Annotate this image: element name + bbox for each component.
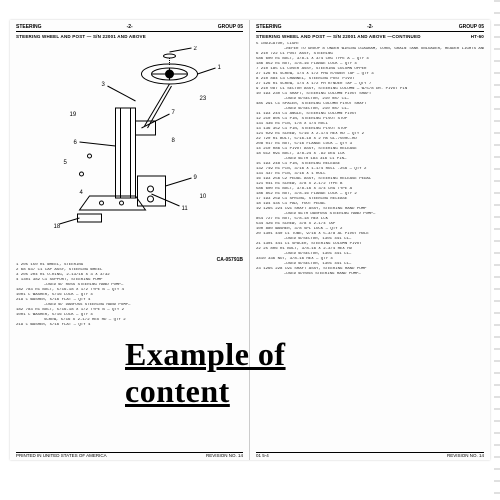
svg-text:6: 6 xyxy=(74,140,78,146)
header-group: GROUP 05 xyxy=(218,24,243,30)
header-model: HT-60 xyxy=(471,34,484,39)
left-parts-list: 1 205 150 R1 WHEEL, STEERING2 68 637 C1 … xyxy=(16,263,243,328)
column-header-right: STEERING -2- GROUP 05 xyxy=(256,24,484,32)
header-group: GROUP 05 xyxy=(459,24,484,30)
document-page: STEERING -2- GROUP 05 STEERING WHEEL AND… xyxy=(10,20,490,460)
subhead-right: STEERING WHEEL AND POST — S/N 22001 AND … xyxy=(256,34,421,39)
column-footer-right: 01 5-4 REVISION NO. 14 xyxy=(256,452,484,458)
subhead-left: STEERING WHEEL AND POST — S/N 22001 AND … xyxy=(16,34,243,39)
column-header-left: STEERING -2- GROUP 05 xyxy=(16,24,243,32)
svg-text:7: 7 xyxy=(172,110,176,116)
svg-text:9: 9 xyxy=(194,175,198,181)
page-container: STEERING -2- GROUP 05 STEERING WHEEL AND… xyxy=(0,0,500,500)
footer-rev: REVISION NO. 14 xyxy=(447,453,484,458)
svg-text:5: 5 xyxy=(64,160,68,166)
svg-text:8: 8 xyxy=(172,138,176,144)
right-column: STEERING -2- GROUP 05 STEERING WHEEL AND… xyxy=(250,20,490,460)
svg-text:1: 1 xyxy=(218,65,222,71)
footer-page: 01 5-4 xyxy=(256,453,269,458)
svg-text:19: 19 xyxy=(70,112,77,118)
left-column: STEERING -2- GROUP 05 STEERING WHEEL AND… xyxy=(10,20,250,460)
svg-text:3: 3 xyxy=(102,82,106,88)
svg-text:4: 4 xyxy=(80,190,84,196)
footer-note: PRINTED IN UNITED STATES OF AMERICA xyxy=(16,453,107,458)
header-section: STEERING xyxy=(256,24,282,30)
header-section: STEERING xyxy=(16,24,42,30)
exploded-diagram: 2 1 3 6 9 7 18 8 5 11 4 10 19 23 xyxy=(16,46,243,246)
binder-perforation xyxy=(494,0,500,500)
column-footer-left: PRINTED IN UNITED STATES OF AMERICA REVI… xyxy=(16,452,243,458)
svg-text:10: 10 xyxy=(200,194,207,200)
header-mid: -2- xyxy=(127,24,133,30)
right-parts-list: 5 INDICATOR, LIGHT —REFER TO GROUP 8 UND… xyxy=(256,42,484,277)
header-mid: -2- xyxy=(367,24,373,30)
svg-text:11: 11 xyxy=(182,206,189,212)
footer-rev: REVISION NO. 14 xyxy=(206,453,243,458)
part-line: 219 C WASHER, 5/16 FLAT — QTY 4 xyxy=(16,323,243,328)
svg-text:23: 23 xyxy=(200,96,207,102)
svg-text:18: 18 xyxy=(54,224,61,230)
svg-text:2: 2 xyxy=(194,46,198,52)
part-line: —USED W/ROSS STEERING HAND PUMP— xyxy=(256,272,484,277)
